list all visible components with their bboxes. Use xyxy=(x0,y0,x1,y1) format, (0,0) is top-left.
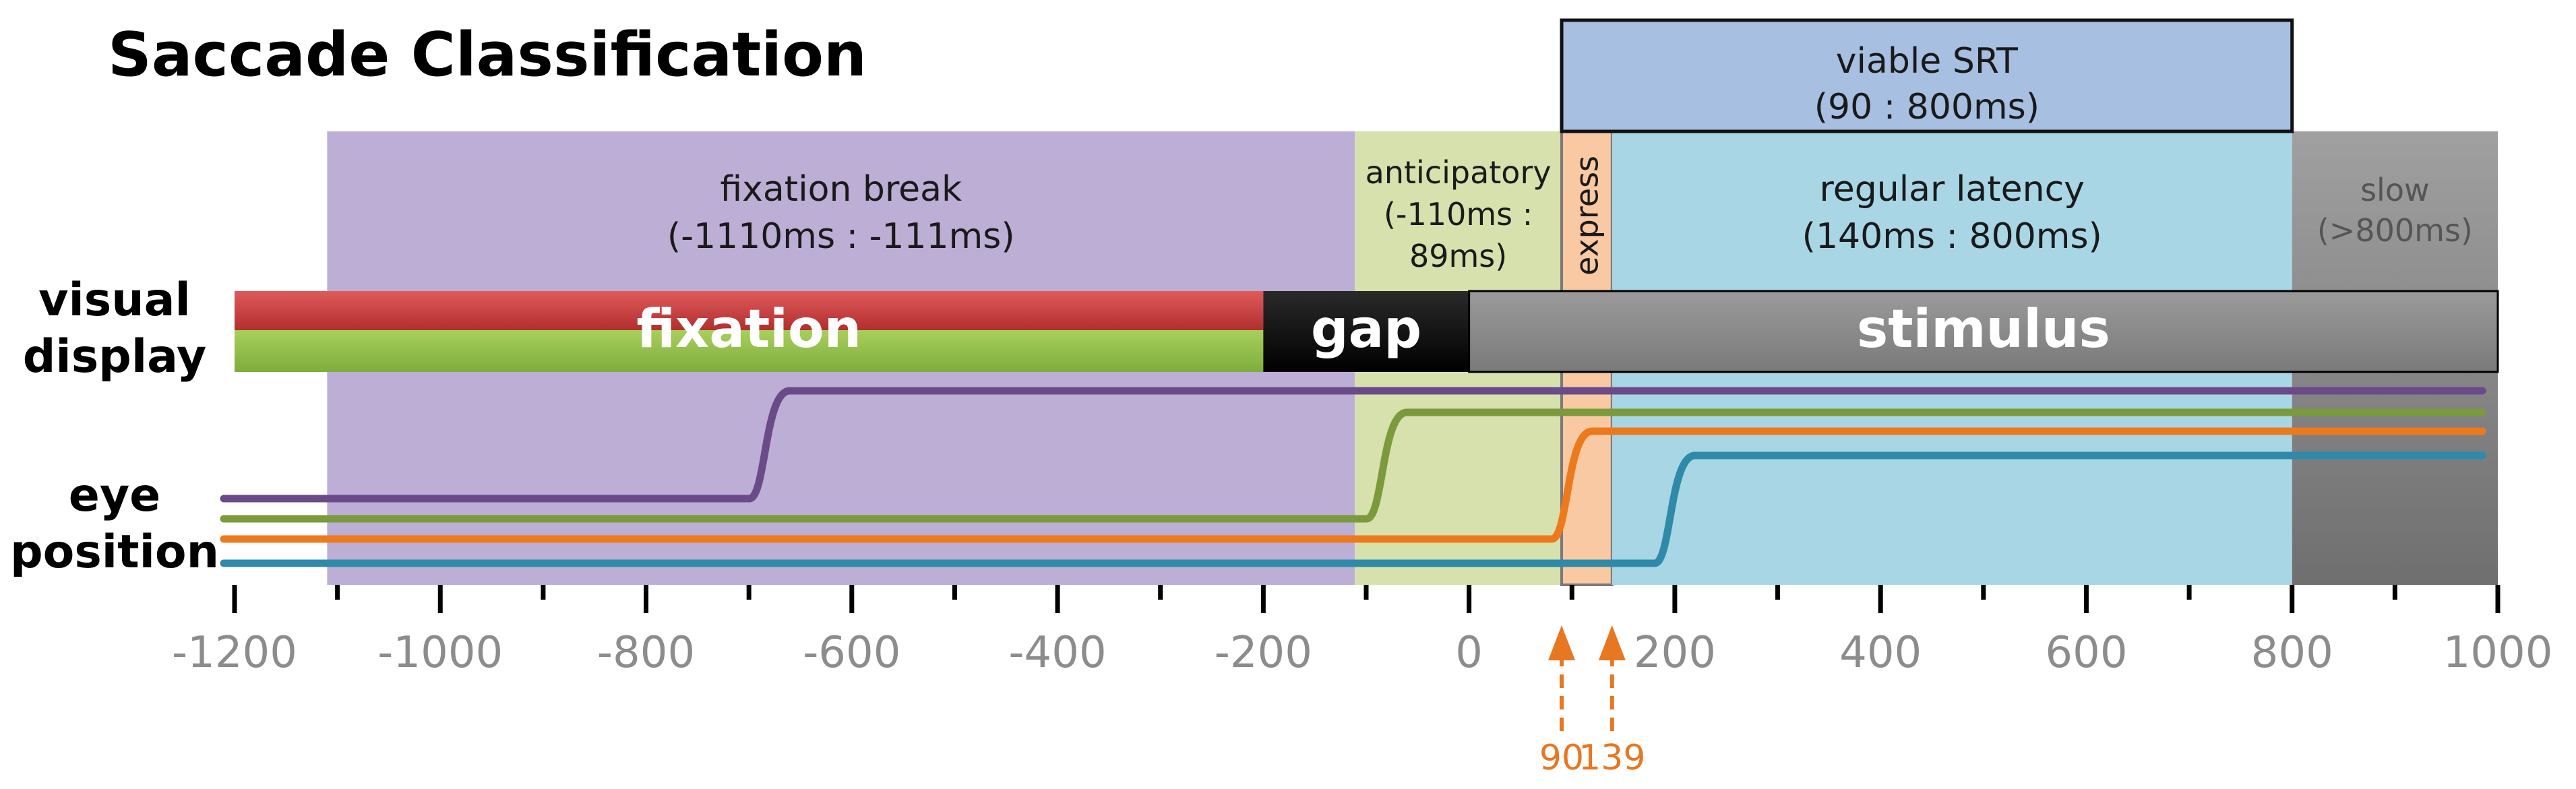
eye-position-traces xyxy=(220,387,2486,567)
axis-tick-label: 600 xyxy=(2045,628,2127,678)
anticipatory-range-line2: 89ms) xyxy=(1409,238,1507,274)
gap-segment xyxy=(1263,291,1469,372)
gap-label: gap xyxy=(1311,299,1421,360)
srt-marker-arrow xyxy=(1598,625,1626,660)
eye-position-label-line1: eye xyxy=(69,469,161,522)
axis-tick-label: -200 xyxy=(1215,628,1312,678)
axis-tick-label: -1200 xyxy=(172,628,297,678)
fixation-break-range: (-1110ms : -111ms) xyxy=(667,216,1015,257)
visual-display-label-line2: display xyxy=(23,330,207,383)
slow-label: slow xyxy=(2360,172,2430,208)
regular-latency-range: (140ms : 800ms) xyxy=(1802,216,2102,257)
stimulus-label: stimulus xyxy=(1857,299,2110,360)
axis-tick-label: 1000 xyxy=(2443,628,2553,678)
fixation-green-band xyxy=(235,330,1264,372)
axis-tick-label: 0 xyxy=(1455,628,1483,678)
anticipatory-label: anticipatory xyxy=(1366,154,1552,191)
eye-position-label-line2: position xyxy=(10,526,219,579)
axis-tick-label: -800 xyxy=(597,628,695,678)
axis-tick-label: 200 xyxy=(1634,628,1716,678)
axis-tick-label: 800 xyxy=(2251,628,2333,678)
axis-tick-label: -600 xyxy=(803,628,900,678)
express-label: express xyxy=(1568,156,1605,276)
axis-tick-label: -1000 xyxy=(377,628,503,678)
axis-tick-label: -400 xyxy=(1008,628,1106,678)
srt-marker-label: 90 xyxy=(1539,738,1584,778)
zone-viable-srt xyxy=(1560,18,2294,133)
eye-trace-orange xyxy=(220,427,2486,543)
eye-trace-purple xyxy=(220,387,2486,503)
anticipatory-range-line1: (-110ms : xyxy=(1384,196,1533,232)
stimulus-segment xyxy=(1468,290,2499,373)
visual-display-bar xyxy=(235,290,2499,373)
fixation-red-band xyxy=(235,291,1264,330)
diagram-title: Saccade Classification xyxy=(108,20,867,90)
time-axis: -1200 -1000 -800 -600 -400 -200 0 200 400 600 800 1… xyxy=(172,585,2552,678)
srt-marker-arrow xyxy=(1548,625,1576,660)
fixation-break-label: fixation break xyxy=(720,169,962,210)
eye-trace-teal xyxy=(220,451,2486,567)
axis-tick-label: 400 xyxy=(1839,628,1922,678)
srt-marker-label: 139 xyxy=(1578,738,1645,778)
visual-display-label-line1: visual xyxy=(38,274,191,327)
regular-latency-label: regular latency xyxy=(1820,169,2085,210)
viable-srt-label: viable SRT xyxy=(1836,41,2018,82)
eye-trace-green xyxy=(220,408,2486,523)
slow-range: (>800ms) xyxy=(2317,212,2473,249)
viable-srt-range: (90 : 800ms) xyxy=(1814,87,2040,127)
fixation-label: fixation xyxy=(636,299,861,360)
